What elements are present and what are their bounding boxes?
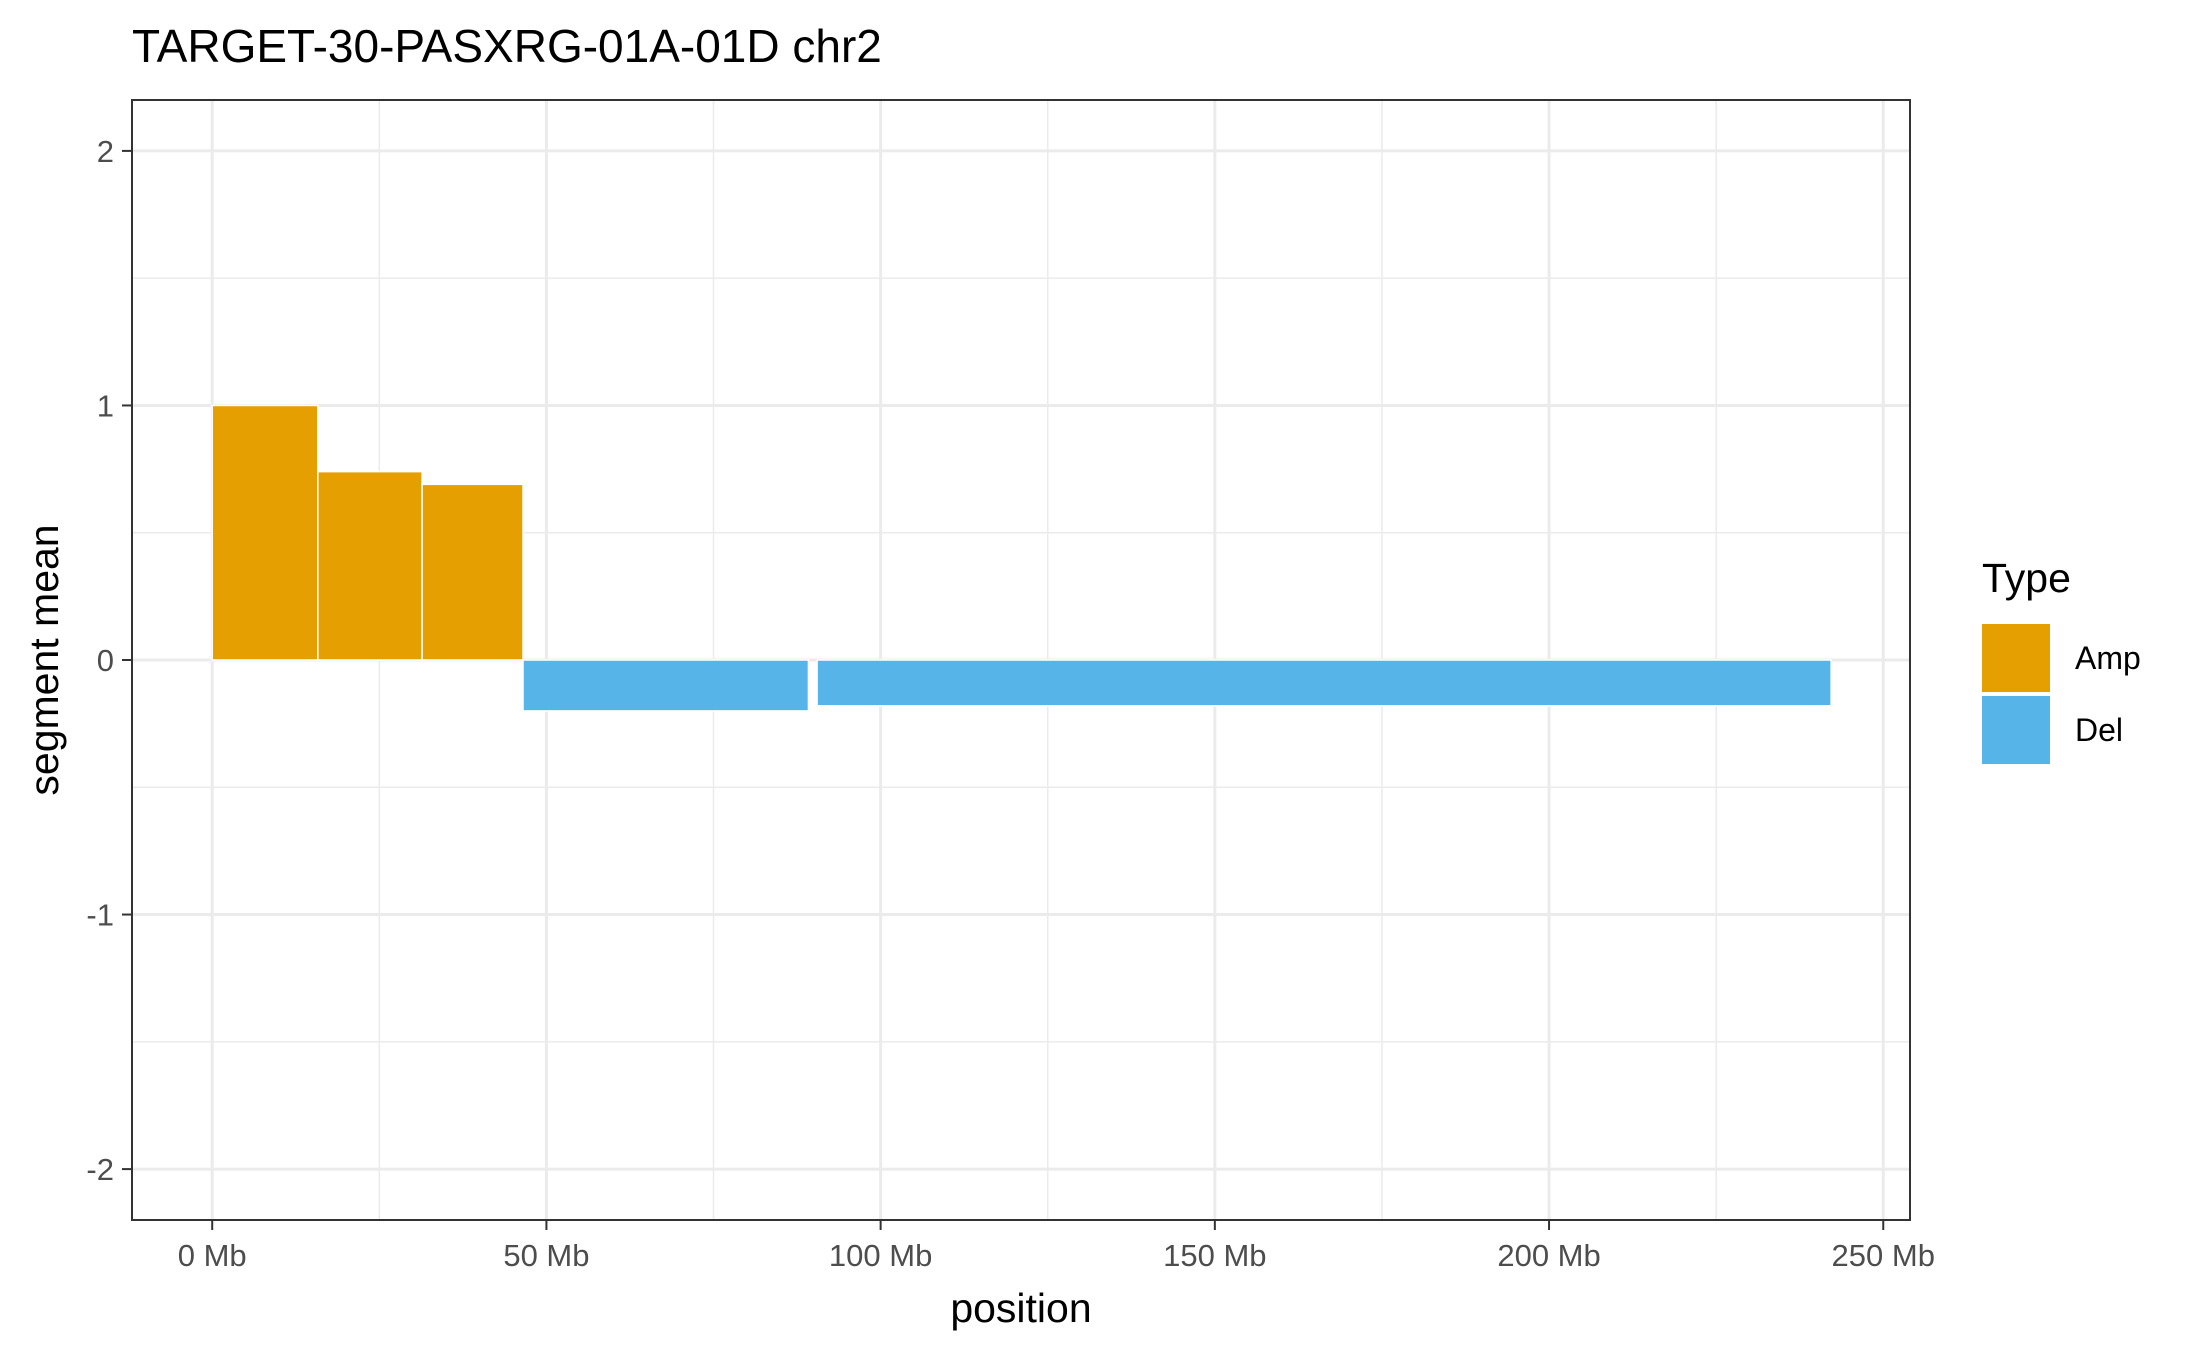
x-tick-label: 200 Mb [1497, 1238, 1600, 1273]
legend: Type Amp Del [1982, 555, 2141, 764]
segment-bar-amp-2 [317, 470, 423, 661]
segment-bar-amp-3 [421, 483, 524, 661]
x-axis-label: position [950, 1285, 1091, 1331]
segment-bar-amp-1 [211, 404, 319, 661]
chart-title: TARGET-30-PASXRG-01A-01D chr2 [132, 20, 882, 72]
legend-title: Type [1982, 555, 2071, 601]
x-tick-label: 250 Mb [1832, 1238, 1935, 1273]
legend-label-del: Del [2075, 712, 2123, 748]
y-tick-label: -1 [86, 898, 114, 933]
y-tick-label: 1 [97, 388, 114, 423]
y-tick-label: -2 [86, 1152, 114, 1187]
x-tick-label: 150 Mb [1163, 1238, 1266, 1273]
x-tick-label: 0 Mb [178, 1238, 247, 1273]
legend-label-amp: Amp [2075, 640, 2141, 676]
plot-panel [131, 99, 1911, 1221]
segment-bars [211, 404, 1832, 712]
legend-swatch-amp [1982, 624, 2050, 692]
y-axis: -2 -1 0 1 2 [86, 134, 132, 1187]
x-tick-label: 100 Mb [829, 1238, 932, 1273]
y-axis-label: segment mean [21, 524, 67, 795]
x-axis: 0 Mb 50 Mb 100 Mb 150 Mb 200 Mb 250 Mb [178, 1220, 1935, 1273]
segment-bar-del-4 [522, 659, 810, 712]
y-tick-label: 0 [97, 643, 114, 678]
legend-swatch-del [1982, 696, 2050, 764]
segment-bar-del-5 [816, 659, 1832, 707]
x-tick-label: 50 Mb [503, 1238, 589, 1273]
y-tick-label: 2 [97, 134, 114, 169]
